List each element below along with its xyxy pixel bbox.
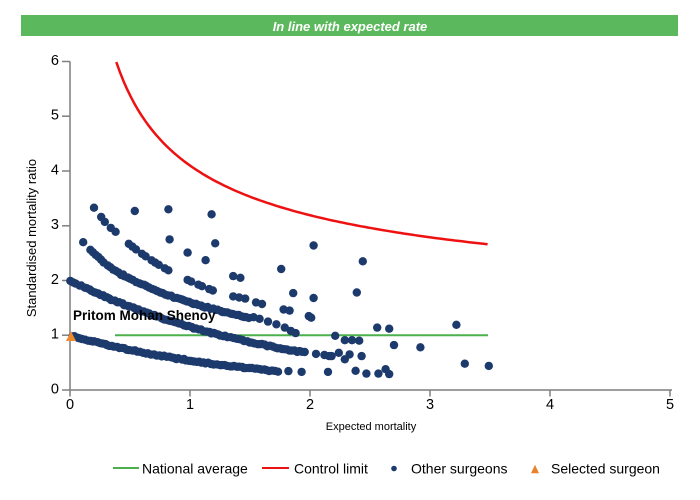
svg-text:4: 4: [51, 162, 59, 178]
svg-text:0: 0: [66, 397, 74, 413]
svg-text:1: 1: [186, 397, 194, 413]
svg-text:In line with expected rate: In line with expected rate: [273, 19, 428, 34]
svg-text:Pritom Mohan Shenoy: Pritom Mohan Shenoy: [73, 308, 216, 323]
svg-text:5: 5: [51, 108, 59, 124]
svg-text:3: 3: [51, 217, 59, 233]
svg-text:Other surgeons: Other surgeons: [411, 461, 508, 477]
svg-text:Standardised mortality ratio: Standardised mortality ratio: [24, 159, 39, 317]
svg-text:4: 4: [546, 397, 554, 413]
svg-text:National average: National average: [142, 461, 248, 477]
svg-text:Selected surgeon: Selected surgeon: [551, 461, 660, 477]
svg-text:3: 3: [426, 397, 434, 413]
svg-text:5: 5: [666, 397, 674, 413]
svg-text:1: 1: [51, 327, 59, 343]
svg-text:2: 2: [51, 272, 59, 288]
svg-text:0: 0: [51, 381, 59, 397]
svg-text:Control limit: Control limit: [294, 461, 368, 477]
svg-text:2: 2: [306, 397, 314, 413]
svg-text:6: 6: [51, 53, 59, 69]
svg-text:Expected mortality: Expected mortality: [326, 421, 417, 433]
